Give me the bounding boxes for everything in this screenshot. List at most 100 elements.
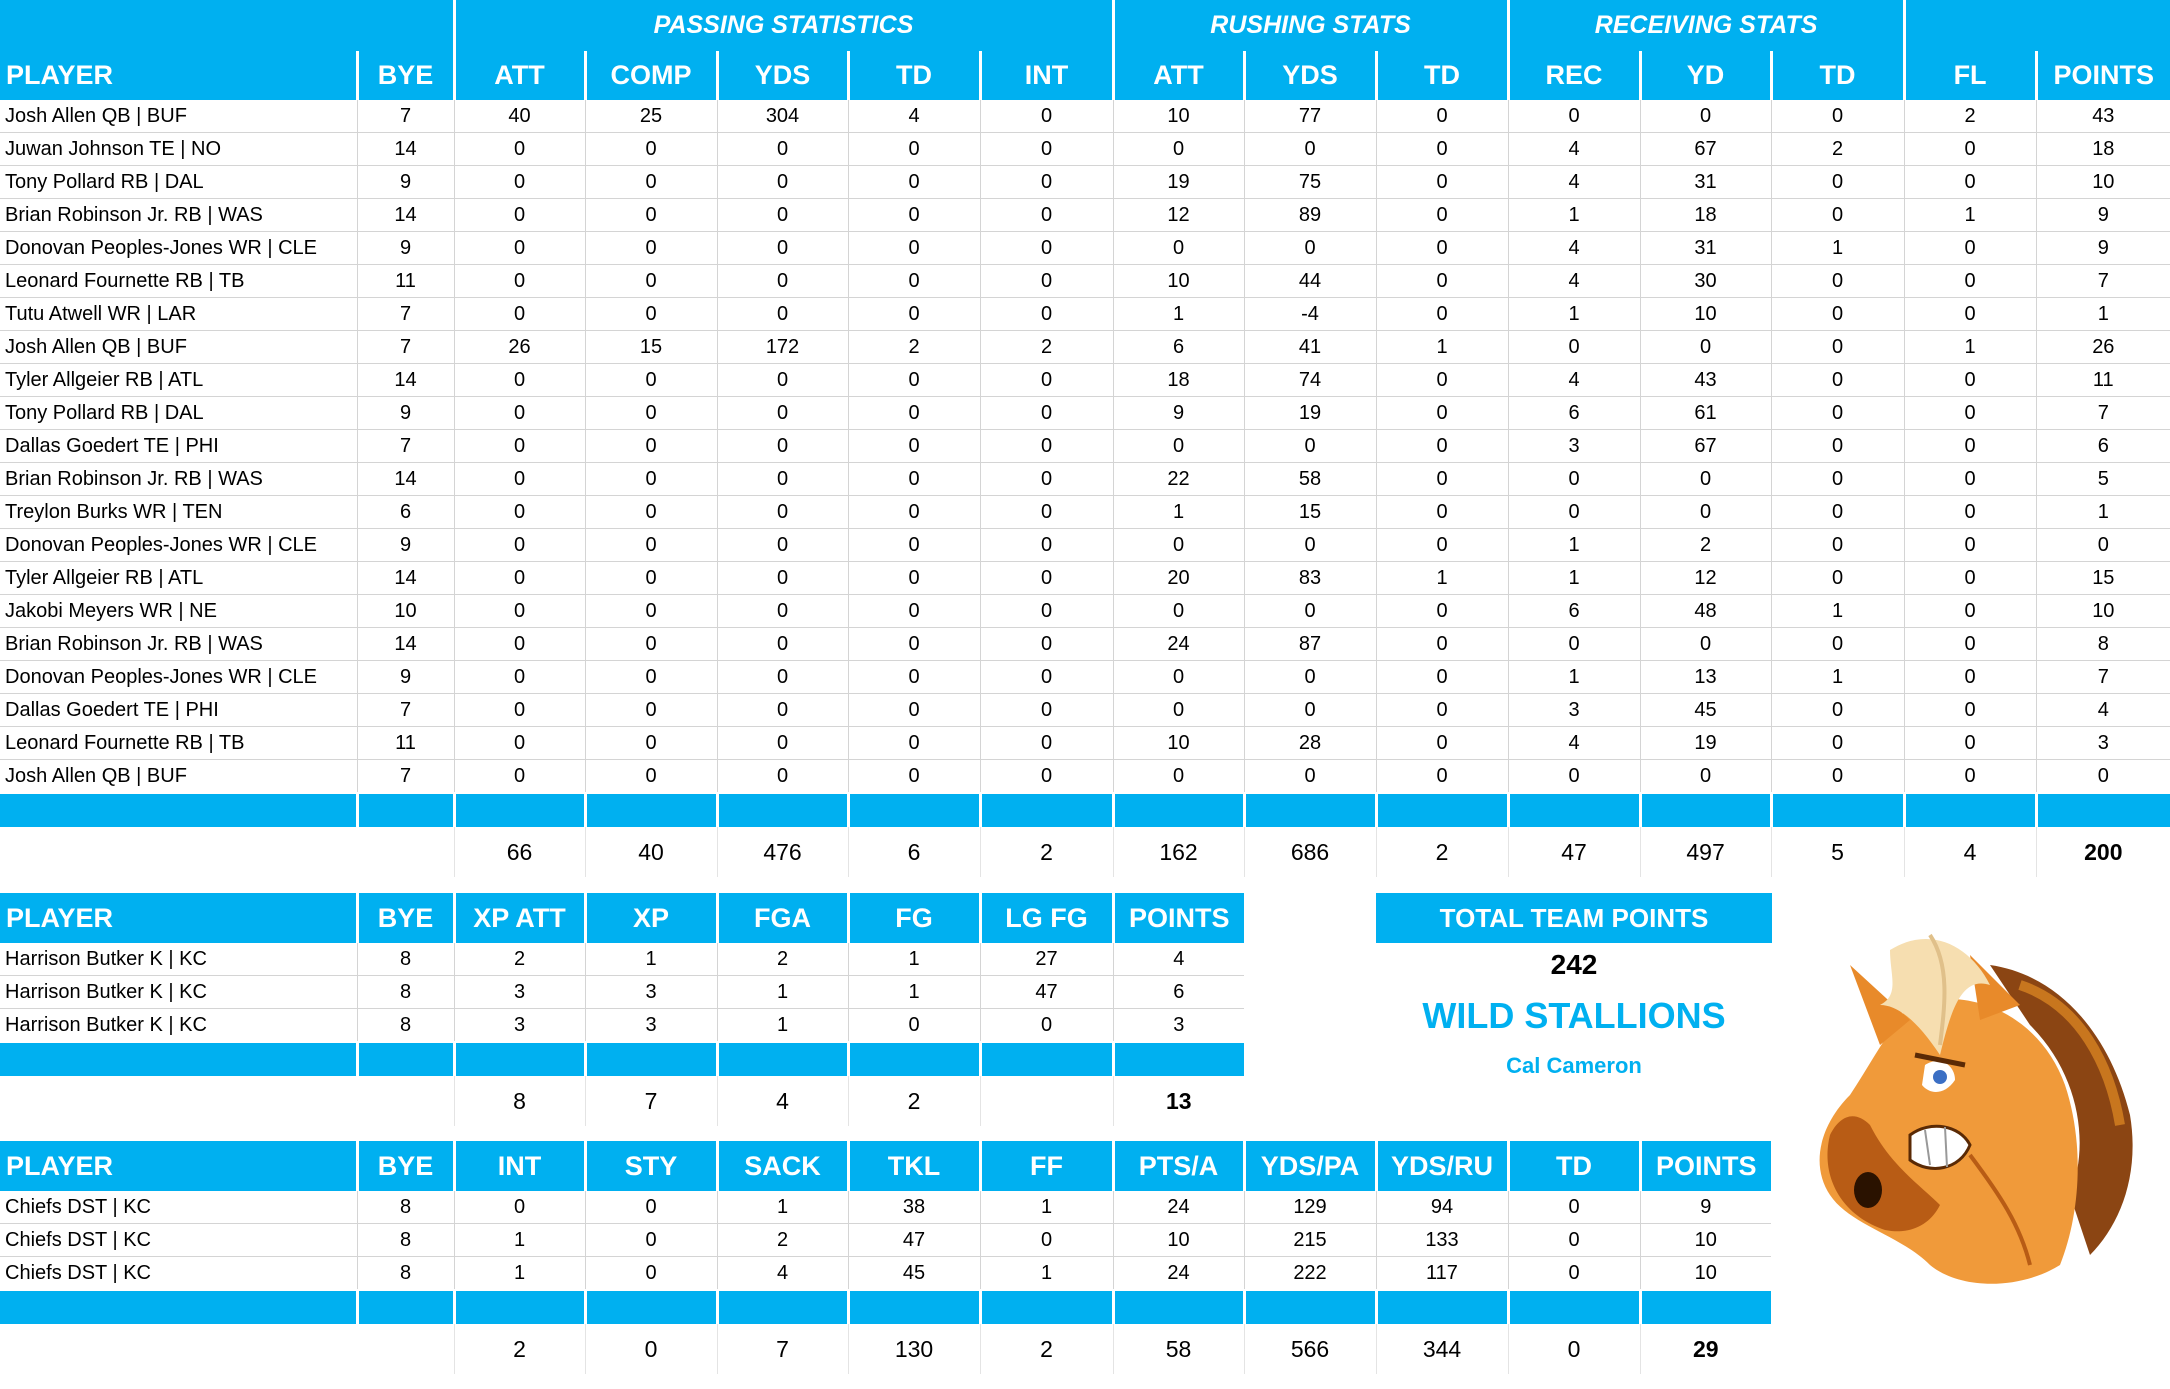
stat-cell: 7: [2035, 396, 2170, 430]
band-cell: [846, 1289, 980, 1324]
column-header-player[interactable]: PLAYER: [0, 893, 357, 943]
total-cell: 2: [1375, 827, 1509, 877]
player-name-cell: Chiefs DST | KC: [0, 1256, 357, 1291]
column-header-td[interactable]: TD: [1769, 51, 1905, 100]
column-header-player[interactable]: PLAYER: [0, 51, 357, 100]
stat-cell: 14: [356, 561, 454, 595]
stat-cell: 14: [356, 363, 454, 397]
stat-cell: 0: [584, 1256, 717, 1291]
column-header-points[interactable]: POINTS: [2034, 51, 2170, 100]
stat-cell: 10: [1112, 100, 1245, 133]
column-header-sack[interactable]: SACK: [715, 1141, 848, 1191]
column-header-fg[interactable]: FG: [846, 893, 980, 943]
stat-cell: 4: [847, 100, 980, 133]
table-row: Tutu Atwell WR | LAR 7 0 0 0 0 0 1 -4 0 1 10 0 0 1: [0, 297, 2170, 331]
column-header-fga[interactable]: FGA: [715, 893, 848, 943]
band-cell: [452, 1289, 585, 1324]
stat-cell: 38: [847, 1191, 980, 1224]
band-cell: [1638, 792, 1772, 827]
column-header-att[interactable]: ATT: [1111, 51, 1245, 100]
stat-cell: 0: [716, 198, 848, 232]
column-header-points[interactable]: POINTS: [1638, 1141, 1771, 1191]
column-header-player[interactable]: PLAYER: [0, 1141, 357, 1191]
stat-cell: 0: [847, 726, 980, 760]
stat-cell: 0: [847, 231, 980, 265]
stat-cell: 10: [1112, 264, 1245, 298]
stat-cell: 94: [1375, 1191, 1508, 1224]
column-header-rec[interactable]: REC: [1506, 51, 1641, 100]
column-header-int[interactable]: INT: [452, 1141, 585, 1191]
column-header-comp[interactable]: COMP: [583, 51, 717, 100]
column-header-yds-pa[interactable]: YDS/PA: [1242, 1141, 1376, 1191]
stat-cell: 0: [847, 561, 980, 595]
stat-cell: 0: [1770, 363, 1905, 397]
column-header-pts-a[interactable]: PTS/A: [1111, 1141, 1244, 1191]
stat-cell: 1: [1112, 297, 1245, 331]
column-header-att[interactable]: ATT: [452, 51, 585, 100]
column-header-td[interactable]: TD: [846, 51, 980, 100]
stat-cell: 12: [1639, 561, 1772, 595]
stat-cell: 0: [584, 231, 717, 265]
stat-cell: 0: [979, 396, 1114, 430]
stat-cell: 0: [979, 165, 1114, 199]
stat-cell: 222: [1243, 1256, 1376, 1291]
column-header-td[interactable]: TD: [1374, 51, 1509, 100]
player-name-cell: Harrison Butker K | KC: [0, 943, 357, 976]
stat-cell: 4: [1112, 943, 1244, 976]
column-header-yd[interactable]: YD: [1638, 51, 1772, 100]
stat-cell: 0: [584, 132, 717, 166]
column-header-points[interactable]: POINTS: [1111, 893, 1244, 943]
stat-cell: 47: [847, 1223, 980, 1257]
column-header-yds[interactable]: YDS: [715, 51, 848, 100]
stat-cell: 24: [1112, 1256, 1244, 1291]
stat-cell: 7: [356, 100, 454, 133]
stat-cell: 0: [453, 363, 585, 397]
column-header-bye[interactable]: BYE: [355, 893, 454, 943]
player-name-cell: Jakobi Meyers WR | NE: [0, 594, 357, 628]
stat-cell: 0: [1507, 462, 1641, 496]
player-name-cell: Chiefs DST | KC: [0, 1223, 357, 1257]
stat-cell: 67: [1639, 132, 1772, 166]
stat-cell: 7: [2035, 264, 2170, 298]
stat-cell: 0: [1903, 759, 2037, 794]
stat-cell: 0: [979, 363, 1114, 397]
stat-cell: 0: [1770, 297, 1905, 331]
total-cell: 2: [979, 827, 1114, 877]
table-row: Brian Robinson Jr. RB | WAS 14 0 0 0 0 0 12 89 0 1…: [0, 198, 2170, 232]
total-cell: 0: [1507, 1324, 1640, 1374]
stat-cell: 6: [356, 495, 454, 529]
column-header-bye[interactable]: BYE: [355, 51, 454, 100]
table-row: Brian Robinson Jr. RB | WAS 14 0 0 0 0 0 22 58 0 0…: [0, 462, 2170, 496]
column-header-yds-ru[interactable]: YDS/RU: [1374, 1141, 1508, 1191]
column-header-tkl[interactable]: TKL: [846, 1141, 980, 1191]
column-header-bye[interactable]: BYE: [355, 1141, 454, 1191]
stat-cell: 0: [847, 1008, 980, 1043]
stat-cell: 67: [1639, 429, 1772, 463]
column-header-sty[interactable]: STY: [583, 1141, 717, 1191]
stat-cell: 3: [2035, 726, 2170, 760]
stat-cell: 3: [584, 975, 717, 1009]
stat-cell: 1: [716, 1008, 848, 1043]
column-header-xp[interactable]: XP: [583, 893, 717, 943]
column-header-td[interactable]: TD: [1506, 1141, 1640, 1191]
column-header-yds[interactable]: YDS: [1242, 51, 1377, 100]
stat-cell: 40: [453, 100, 585, 133]
column-header-int[interactable]: INT: [978, 51, 1114, 100]
stat-cell: 0: [716, 759, 848, 794]
column-header-xp-att[interactable]: XP ATT: [452, 893, 585, 943]
stat-cell: 2: [716, 1223, 848, 1257]
kicker-header-row: PLAYER BYE XP ATT XP FGA FG LG FG POINTS: [0, 893, 1244, 943]
total-cell: [979, 1076, 1113, 1126]
stat-cell: 0: [453, 297, 585, 331]
band-cell: [0, 1041, 357, 1076]
column-header-lg-fg[interactable]: LG FG: [978, 893, 1113, 943]
stat-cell: 0: [847, 429, 980, 463]
total-cell: 66: [453, 827, 585, 877]
total-cell: 8: [453, 1076, 585, 1126]
stat-cell: 0: [1770, 726, 1905, 760]
band-cell: [846, 792, 980, 827]
stat-cell: 0: [1770, 264, 1905, 298]
column-header-fl[interactable]: FL: [1902, 51, 2037, 100]
column-header-ff[interactable]: FF: [978, 1141, 1113, 1191]
stat-cell: 0: [584, 264, 717, 298]
